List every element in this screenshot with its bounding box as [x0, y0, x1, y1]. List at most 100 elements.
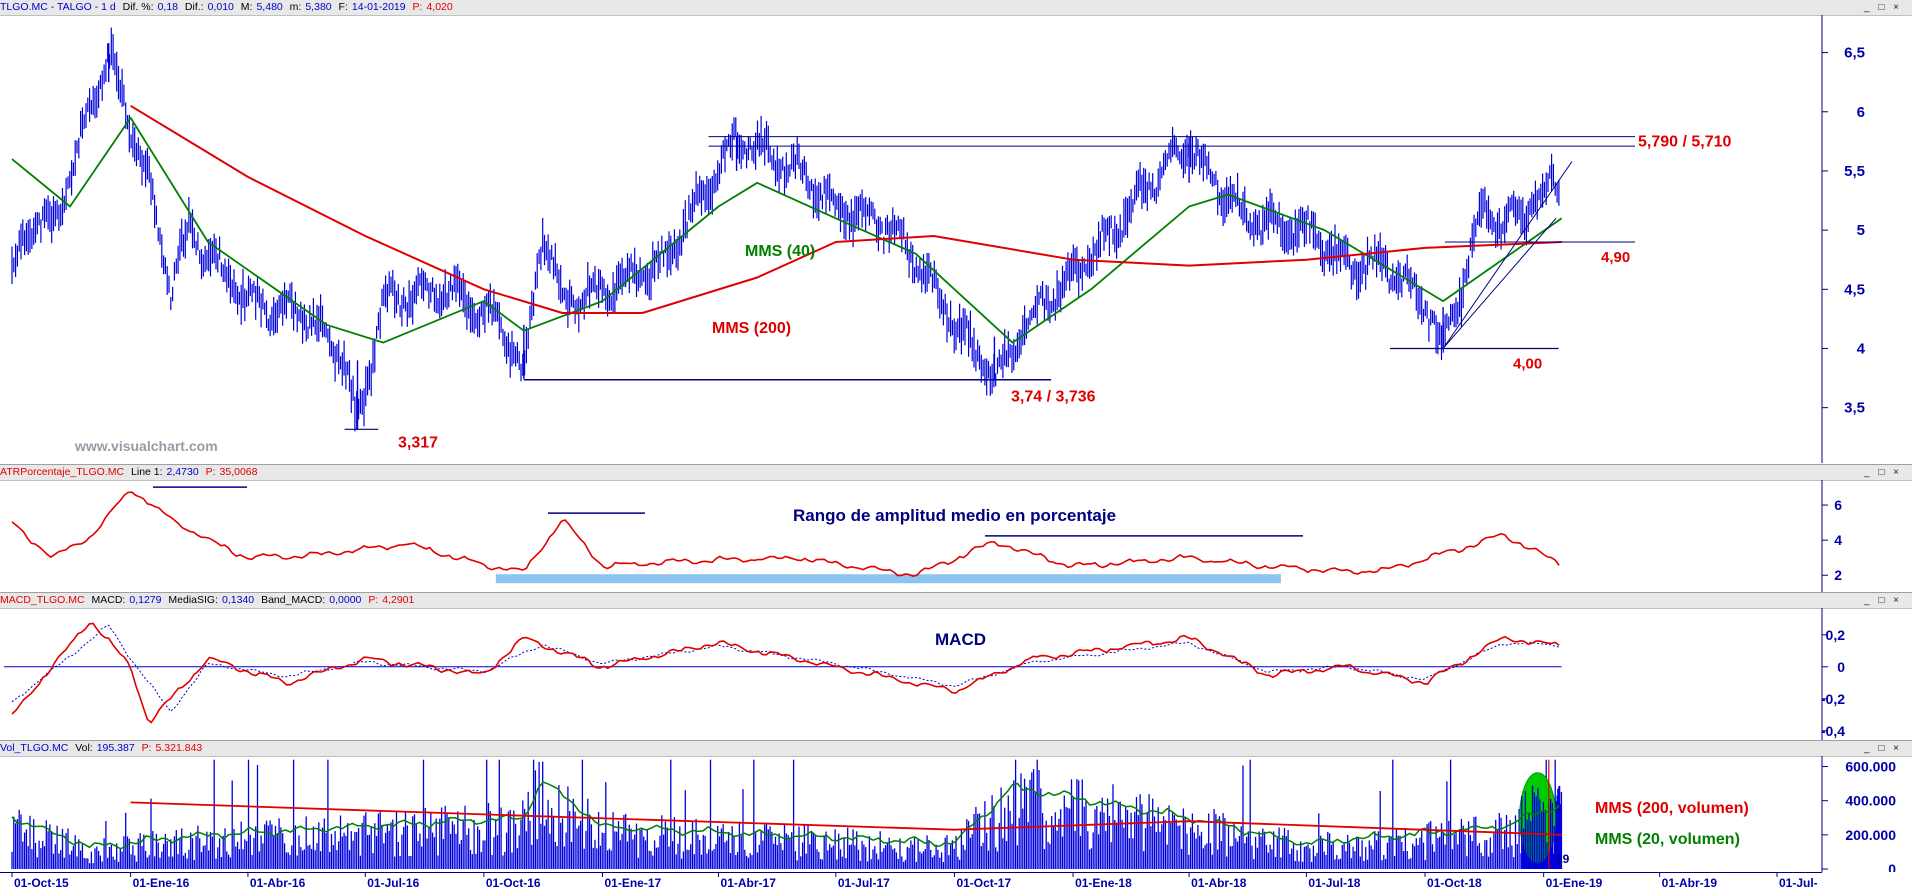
atr-line: [11, 491, 1560, 577]
atr-header-line-value: 2,4730: [166, 466, 199, 478]
atr-header-name: ATRPorcentaje_TLGO.MC: [0, 466, 125, 478]
resistance-annotation: 5,790 / 5,710: [1638, 134, 1732, 151]
macd-line: [11, 622, 1560, 724]
atr-tick-label: 6: [1834, 497, 1842, 513]
macd-header-p-label: P:: [368, 594, 379, 606]
vol-header-name: Vol_TLGO.MC: [0, 742, 69, 754]
price-header-dif-pct-label: Dif. %:: [122, 1, 154, 13]
mms40-line: [11, 116, 1563, 344]
vol-header-vol: 195.387: [96, 742, 135, 754]
macd-tick-label: -0,4: [1821, 723, 1845, 739]
macd-header-name: MACD_TLGO.MC: [0, 594, 85, 606]
price-tick-label: 4,5: [1844, 281, 1865, 298]
atr-panel[interactable]: ATRPorcentaje_TLGO.MC Line 1: 2,4730 P: 35…: [0, 464, 1912, 592]
volume-panel[interactable]: Vol_TLGO.MC Vol: 195.387 P: 5.321.843 _ □ …: [0, 740, 1912, 873]
price-header-dif-label: Dif.:: [184, 1, 204, 13]
price-header-date: 14-01-2019: [351, 1, 406, 13]
price-tick-label: 6: [1857, 104, 1865, 121]
price-tick-label: 3,5: [1844, 400, 1865, 417]
vol-header-p-label: P:: [141, 742, 152, 754]
macd-tick-label: -0,2: [1821, 691, 1845, 707]
price-header-dif-pct: 0,18: [157, 1, 178, 13]
price-header-min-label: m:: [289, 1, 302, 13]
price-tick-label: 5,5: [1844, 163, 1865, 180]
mms200-line: [130, 104, 1562, 314]
vol-mms200-line: [130, 801, 1562, 836]
price-window-buttons[interactable]: _ □ ×: [1864, 2, 1902, 13]
macd-plot[interactable]: -0,4 -0,2 0 0,2 MACD: [0, 608, 1912, 740]
watermark: www.visualchart.com: [74, 438, 218, 454]
price-header-min: 5,380: [305, 1, 332, 13]
atr-header: ATRPorcentaje_TLGO.MC Line 1: 2,4730 P: 35…: [0, 465, 1912, 481]
volume-bars: [11, 759, 1562, 869]
atr-tick-label: 4: [1834, 532, 1842, 548]
vol-header-p: 5.321.843: [155, 742, 203, 754]
x-tick-label: 01-Jul-17: [838, 876, 890, 890]
price-header-name: TLGO.MC - TALGO - 1 d: [0, 1, 116, 13]
x-tick-label: 01-Oct-15: [14, 876, 69, 890]
x-tick-label: 01-Jul-: [1779, 876, 1818, 890]
atr-header-p-label: P:: [205, 466, 216, 478]
x-tick-label: 01-Abr-19: [1662, 876, 1718, 890]
vol-header-vol-label: Vol:: [75, 742, 93, 754]
x-axis: 01-Oct-15 01-Ene-16 01-Abr-16 01-Jul-16 01-O…: [0, 872, 1912, 892]
x-tick-label: 01-Abr-18: [1191, 876, 1247, 890]
atr-window-buttons[interactable]: _ □ ×: [1864, 467, 1902, 478]
vol-tick-label: 200.000: [1845, 827, 1896, 843]
macd-header: MACD_TLGO.MC MACD: 0,1279 MediaSIG: 0,1340…: [0, 593, 1912, 609]
macd-tick-label: 0: [1837, 659, 1845, 675]
trend-line-upper: [1442, 161, 1573, 349]
atr-plot[interactable]: 2 4 6 Rango de amplitud medio en porcentaje: [0, 480, 1912, 592]
macd-panel[interactable]: MACD_TLGO.MC MACD: 0,1279 MediaSIG: 0,1340…: [0, 592, 1912, 740]
atr-header-line-label: Line 1:: [131, 466, 163, 478]
price-header-max-label: M:: [240, 1, 253, 13]
price-header: TLGO.MC - TALGO - 1 d Dif. %: 0,18 Dif.: 0…: [0, 0, 1912, 16]
macd-window-buttons[interactable]: _ □ ×: [1864, 595, 1902, 606]
macd-header-macd: 0,1279: [129, 594, 162, 606]
x-tick-label: 01-Abr-17: [721, 876, 777, 890]
vol-tick-label: 600.000: [1845, 759, 1896, 775]
price-tick-label: 5: [1857, 222, 1865, 239]
x-tick-label: 01-Abr-16: [250, 876, 306, 890]
volume-plot[interactable]: 0 200.000 400.000 600.000 MMS (200, volumen)…: [0, 756, 1912, 873]
macd-tick-label: 0,2: [1826, 627, 1846, 643]
price-plot[interactable]: 3,5 4 4,5 5 5,5 6 6,5 5,790 / 5,710 4,90 4,00 3,74…: [0, 15, 1912, 463]
mms200-label: MMS (200): [712, 320, 791, 337]
level-400-annotation: 4,00: [1513, 355, 1542, 372]
x-tick-label: 01-Ene-17: [604, 876, 661, 890]
support-annotation: 3,74 / 3,736: [1011, 389, 1096, 406]
x-tick-label: 01-Jul-18: [1308, 876, 1360, 890]
vol-mms200-label: MMS (200, volumen): [1595, 800, 1749, 817]
macd-header-signal-label: MediaSIG:: [168, 594, 219, 606]
trend-line-lower: [1442, 217, 1557, 349]
vol-tick-label: 0: [1888, 861, 1896, 873]
level-490-annotation: 4,90: [1601, 249, 1630, 266]
price-header-dif: 0,010: [207, 1, 234, 13]
x-tick-label: 01-Oct-18: [1427, 876, 1482, 890]
atr-title: Rango de amplitud medio en porcentaje: [793, 506, 1116, 525]
price-header-date-label: F:: [338, 1, 348, 13]
price-tick-label: 6,5: [1844, 45, 1865, 62]
low-annotation: 3,317: [398, 434, 438, 451]
price-panel[interactable]: TLGO.MC - TALGO - 1 d Dif. %: 0,18 Dif.: 0…: [0, 0, 1912, 463]
vol-mms20-label: MMS (20, volumen): [1595, 831, 1740, 848]
macd-signal-line: [11, 624, 1560, 713]
price-header-p-label: P:: [412, 1, 423, 13]
atr-header-p: 35,0068: [219, 466, 258, 478]
macd-header-band: 0,0000: [329, 594, 362, 606]
mms40-label: MMS (40): [745, 243, 815, 260]
macd-header-signal: 0,1340: [222, 594, 255, 606]
vol-window-buttons[interactable]: _ □ ×: [1864, 743, 1902, 754]
price-tick-label: 4: [1857, 340, 1866, 357]
macd-header-band-label: Band_MACD:: [261, 594, 326, 606]
x-tick-label: 01-Ene-19: [1546, 876, 1603, 890]
price-bars: [11, 27, 1560, 432]
vol-header: Vol_TLGO.MC Vol: 195.387 P: 5.321.843 _ □ …: [0, 741, 1912, 757]
partial-year-label: 19: [1556, 852, 1570, 866]
price-header-p: 4,020: [426, 1, 453, 13]
x-tick-label: 01-Ene-18: [1075, 876, 1132, 890]
x-tick-label: 01-Oct-16: [486, 876, 541, 890]
macd-header-macd-label: MACD:: [91, 594, 126, 606]
macd-title: MACD: [935, 630, 986, 649]
